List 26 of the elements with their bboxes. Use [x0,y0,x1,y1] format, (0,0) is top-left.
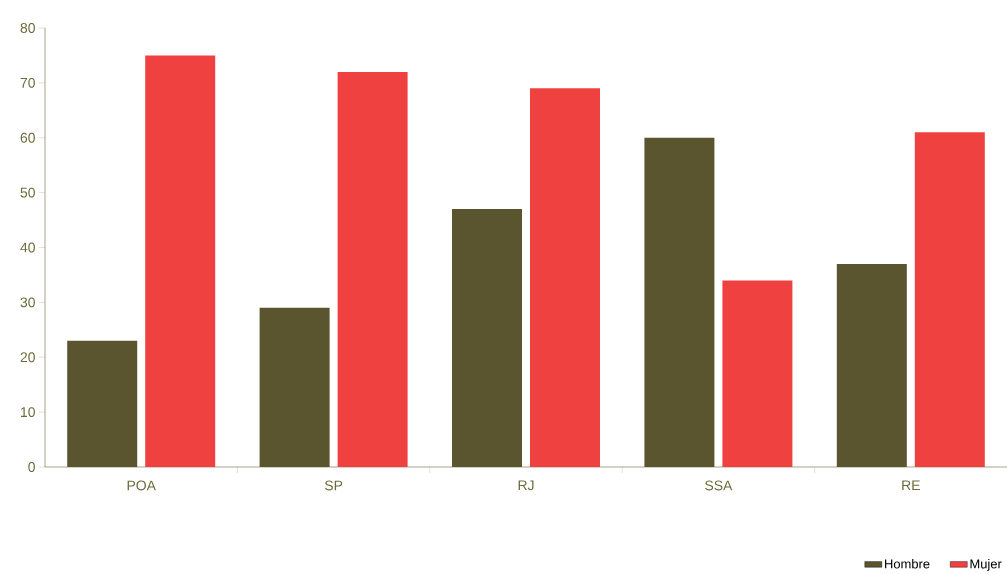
legend-label: Hombre [885,558,930,569]
y-tick-label: 60 [20,132,35,143]
y-tick-label: 80 [20,23,35,33]
x-tick-label: POA [127,480,156,491]
bar [644,137,715,467]
x-tick-label: SSA [705,480,733,491]
legend-label: Mujer [970,558,1002,572]
bar [914,132,985,467]
y-tick-label: 30 [20,297,35,308]
bar [452,209,523,467]
x-tick-label: RJ [518,480,534,491]
y-tick-label: 70 [20,77,35,88]
bar [337,71,408,467]
y-tick-label: 0 [28,462,35,472]
x-tick-label: SP [324,480,343,491]
bar [530,88,601,467]
bar [836,263,907,467]
bar [145,55,216,467]
y-tick-label: 10 [21,407,35,418]
y-tick-label: 20 [20,352,35,363]
x-tick-label: RE [902,480,920,491]
bar [67,340,138,467]
bar [259,307,330,467]
bar [722,280,793,467]
y-tick-label: 50 [20,187,35,198]
y-tick-label: 40 [20,242,35,253]
